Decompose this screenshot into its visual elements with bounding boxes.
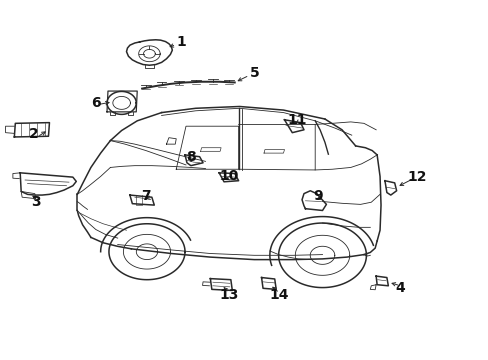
Text: 8: 8 <box>185 150 195 164</box>
Text: 13: 13 <box>219 288 238 302</box>
Text: 5: 5 <box>250 66 260 80</box>
Text: 1: 1 <box>176 35 185 49</box>
Text: 11: 11 <box>287 113 306 127</box>
Text: 6: 6 <box>91 96 101 110</box>
Text: 10: 10 <box>219 170 238 183</box>
Text: 9: 9 <box>312 189 322 203</box>
Text: 7: 7 <box>141 189 150 203</box>
Text: 3: 3 <box>31 195 41 209</box>
Text: 4: 4 <box>395 280 405 294</box>
Text: 14: 14 <box>269 288 289 302</box>
Text: 12: 12 <box>407 170 427 184</box>
Text: 2: 2 <box>29 127 39 141</box>
